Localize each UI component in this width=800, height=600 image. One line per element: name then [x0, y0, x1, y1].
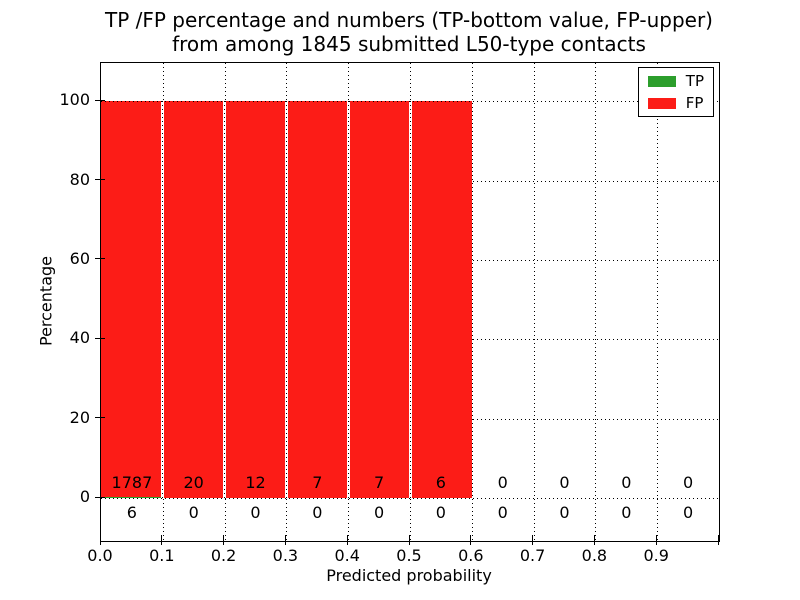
y-tick-label: 0 [79, 487, 90, 507]
chart-title: TP /FP percentage and numbers (TP-bottom… [90, 8, 728, 56]
y-tick-label: 20 [69, 407, 90, 427]
bar-segment-fp [286, 101, 349, 499]
fp-count-label: 12 [245, 473, 266, 493]
tp-count-label: 0 [497, 503, 508, 523]
gridline-horizontal [101, 498, 719, 500]
bar-segment-fp [224, 101, 287, 499]
tp-count-label: 6 [126, 503, 137, 523]
fp-count-label: 7 [312, 473, 323, 493]
x-tick-mark [284, 535, 286, 545]
bar-segment-tp [101, 496, 163, 499]
fp-count-label: 20 [183, 473, 204, 493]
legend-entry-fp: FP [647, 94, 704, 112]
y-tick-label: 80 [69, 169, 90, 189]
x-tick-mark [470, 535, 472, 545]
bar-separator [346, 101, 350, 499]
x-tick-mark [99, 535, 101, 545]
bar-separator [408, 101, 412, 499]
legend-entry-tp: TP [647, 72, 704, 90]
gridline-vertical [595, 63, 597, 541]
bar-segment-fp [162, 101, 225, 499]
y-tick-label: 60 [69, 248, 90, 268]
legend-swatch-tp [647, 75, 676, 87]
chart-title-line2: from among 1845 submitted L50-type conta… [172, 32, 646, 56]
x-tick-mark [593, 535, 595, 545]
tp-count-label: 0 [312, 503, 323, 523]
x-tick-label: 0.0 [87, 546, 113, 565]
x-tick-label: 0.2 [210, 546, 237, 565]
chart-title-line1: TP /FP percentage and numbers (TP-bottom… [105, 8, 713, 32]
bar-separator [284, 101, 288, 499]
bar-separator-gridline [347, 101, 349, 499]
bar-segment-fp [101, 101, 163, 497]
y-tick-mark [95, 496, 105, 498]
x-tick-label: 0.3 [272, 546, 299, 565]
fp-count-label: 6 [435, 473, 446, 493]
fp-count-label: 1787 [111, 473, 153, 493]
tp-count-label: 0 [559, 503, 570, 523]
x-tick-label: 0.4 [334, 546, 360, 565]
x-tick-label: 0.7 [519, 546, 546, 565]
tp-count-label: 0 [683, 503, 694, 523]
fp-count-label: 0 [683, 473, 694, 493]
bar-separator [161, 101, 165, 499]
x-tick-mark [717, 535, 719, 545]
y-tick-label: 40 [69, 328, 90, 348]
gridline-vertical [533, 63, 535, 541]
x-tick-label: 0.6 [458, 546, 484, 565]
x-tick-label: 0.5 [396, 546, 422, 565]
y-tick-mark [95, 337, 105, 339]
tp-count-label: 0 [621, 503, 632, 523]
legend-label: TP [685, 72, 704, 90]
x-tick-mark [532, 535, 534, 545]
gridline-horizontal [101, 101, 719, 103]
x-tick-mark [161, 535, 163, 545]
y-tick-mark [95, 99, 105, 101]
plot-area: TP FP 1787 6 20 0 12 0 7 0 7 0 6 0 0 0 0 0 0 0 0 0 [100, 62, 720, 542]
x-tick-mark [408, 535, 410, 545]
gridline-vertical [471, 63, 473, 541]
bar-separator [223, 101, 227, 499]
tp-count-label: 0 [374, 503, 385, 523]
tp-count-label: 0 [250, 503, 261, 523]
fp-count-label: 0 [497, 473, 508, 493]
x-tick-mark [223, 535, 225, 545]
bar-segment-fp [410, 101, 472, 499]
x-tick-mark [655, 535, 657, 545]
x-tick-mark [346, 535, 348, 545]
x-tick-label: 0.8 [581, 546, 608, 565]
x-tick-label: 0.1 [149, 546, 175, 565]
y-tick-mark [95, 417, 105, 419]
bar-separator-gridline [224, 101, 226, 499]
legend: TP FP [637, 67, 714, 117]
y-tick-mark [95, 179, 105, 180]
fp-count-label: 7 [374, 473, 385, 493]
gridline-vertical [657, 63, 659, 541]
fp-count-label: 0 [621, 473, 632, 493]
tp-count-label: 0 [435, 503, 446, 523]
legend-swatch-fp [647, 97, 676, 109]
tp-count-label: 0 [188, 503, 199, 523]
legend-label: FP [685, 94, 704, 112]
x-tick-label: 0.9 [643, 546, 669, 565]
x-axis-label: Predicted probability [326, 566, 492, 585]
fp-count-label: 0 [559, 473, 570, 493]
y-tick-label: 100 [59, 90, 90, 110]
bar-separator-gridline [409, 101, 411, 499]
bar-separator-gridline [285, 101, 287, 499]
bar-segment-fp [348, 101, 410, 499]
bar-separator-gridline [162, 101, 164, 499]
y-tick-mark [95, 258, 105, 260]
